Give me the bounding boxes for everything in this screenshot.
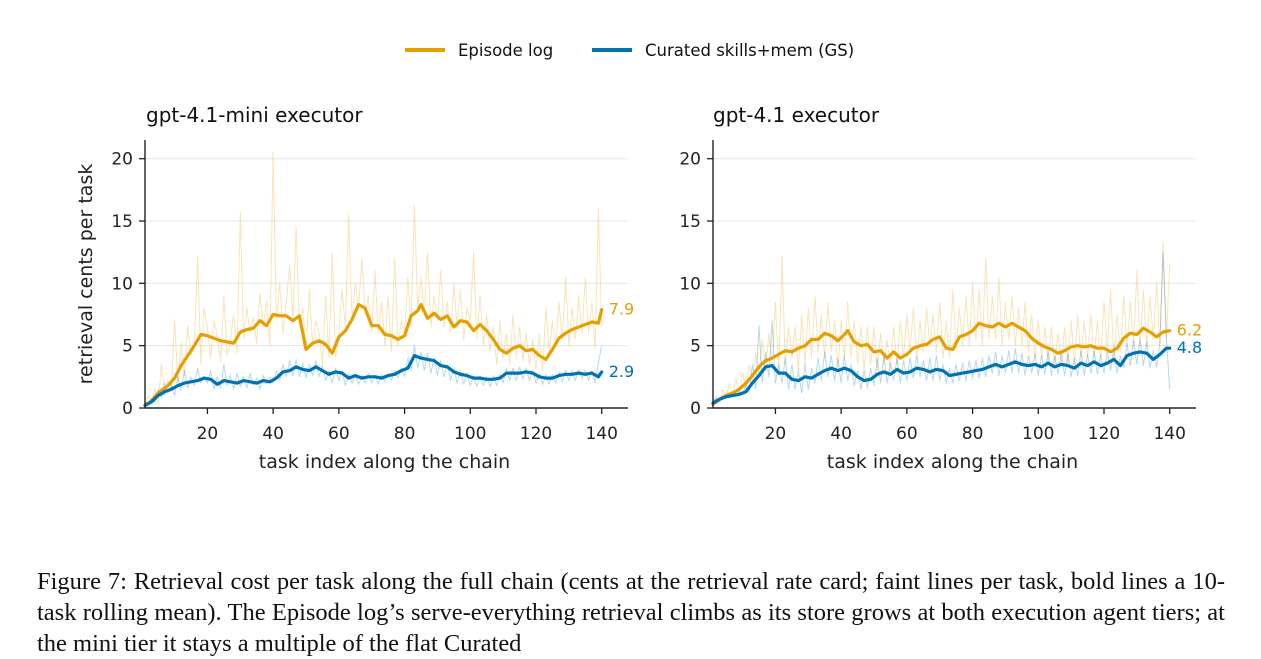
series-raw-curated-skills-mem-gs bbox=[144, 345, 603, 406]
x-axis-label: task index along the chain bbox=[259, 451, 510, 473]
x-tick-label: 60 bbox=[328, 424, 350, 444]
x-tick-label: 100 bbox=[1022, 424, 1054, 444]
x-tick-label: 140 bbox=[585, 424, 617, 444]
y-tick-label: 0 bbox=[122, 399, 133, 419]
y-axis-label: retrieval cents per task bbox=[75, 164, 97, 385]
end-label-episode-log: 7.9 bbox=[609, 300, 634, 319]
panel-gpt-4-1-mini: gpt-4.1-mini executor 0 5 10 15 20 20 40 60 80 100… bbox=[75, 103, 634, 473]
series-raw-episode-log bbox=[712, 241, 1171, 406]
figure-chart: Episode log Curated skills+mem (GS) gpt-4… bbox=[75, 41, 1202, 473]
x-tick-label: 60 bbox=[896, 424, 918, 444]
series-rolling-curated-skills-mem-gs bbox=[711, 346, 1172, 405]
panel-title: gpt-4.1 executor bbox=[713, 103, 880, 127]
panel-title: gpt-4.1-mini executor bbox=[146, 103, 363, 127]
y-tick-label: 5 bbox=[690, 337, 701, 357]
x-tick-label: 120 bbox=[520, 424, 552, 444]
legend-label-curated-skills-mem-gs: Curated skills+mem (GS) bbox=[645, 41, 854, 60]
y-tick-label: 20 bbox=[679, 150, 701, 170]
legend: Episode log Curated skills+mem (GS) bbox=[405, 41, 854, 60]
y-tick-label: 20 bbox=[111, 150, 133, 170]
x-tick-label: 140 bbox=[1153, 424, 1185, 444]
legend-label-episode-log: Episode log bbox=[458, 41, 553, 60]
y-tick-label: 15 bbox=[679, 212, 701, 232]
panel-gpt-4-1: gpt-4.1 executor 0 5 10 15 20 20 40 60 80 100 120 14… bbox=[679, 103, 1202, 473]
y-tick-label: 10 bbox=[111, 274, 133, 294]
y-tick-label: 15 bbox=[111, 212, 133, 232]
x-tick-label: 40 bbox=[830, 424, 852, 444]
x-tick-label: 20 bbox=[197, 424, 219, 444]
y-tick-label: 5 bbox=[122, 337, 133, 357]
series-raw-episode-log bbox=[144, 152, 603, 406]
series-rolling-episode-log bbox=[143, 302, 604, 408]
y-tick-label: 10 bbox=[679, 274, 701, 294]
end-label-episode-log: 6.2 bbox=[1177, 321, 1202, 340]
x-tick-label: 80 bbox=[962, 424, 984, 444]
figure-caption: Figure 7: Retrieval cost per task along … bbox=[37, 568, 1225, 657]
x-tick-label: 100 bbox=[454, 424, 486, 444]
x-tick-label: 120 bbox=[1088, 424, 1120, 444]
series-raw-curated-skills-mem-gs bbox=[712, 251, 1171, 403]
end-label-curated-skills-mem-gs: 2.9 bbox=[609, 362, 634, 381]
x-tick-label: 20 bbox=[765, 424, 787, 444]
end-label-curated-skills-mem-gs: 4.8 bbox=[1177, 338, 1202, 357]
x-axis-label: task index along the chain bbox=[827, 451, 1078, 473]
series-rolling-episode-log bbox=[711, 321, 1172, 406]
series-rolling-curated-skills-mem-gs bbox=[143, 354, 604, 408]
x-tick-label: 80 bbox=[394, 424, 416, 444]
x-tick-label: 40 bbox=[262, 424, 284, 444]
y-tick-label: 0 bbox=[690, 399, 701, 419]
